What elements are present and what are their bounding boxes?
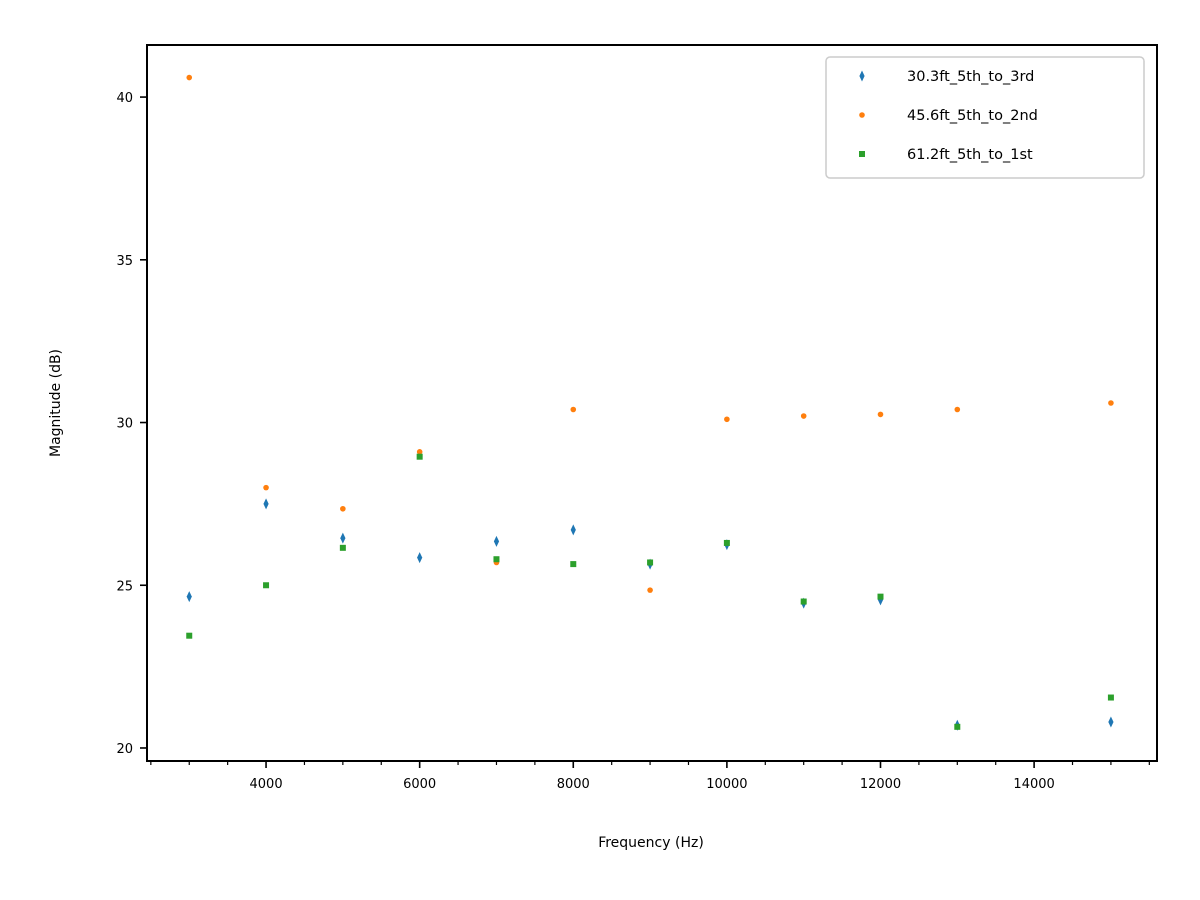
data-point xyxy=(1107,694,1114,701)
x-tick-label: 4000 xyxy=(250,777,283,792)
data-point xyxy=(263,498,269,510)
y-tick-label: 20 xyxy=(116,742,133,757)
data-point xyxy=(340,532,346,544)
data-point xyxy=(186,591,192,603)
legend-label: 61.2ft_5th_to_1st xyxy=(907,147,1033,163)
data-point xyxy=(647,587,653,593)
x-tick-label: 10000 xyxy=(706,777,747,792)
legend: 30.3ft_5th_to_3rd 45.6ft_5th_to_2nd 61.2ft… xyxy=(825,56,1145,179)
data-point xyxy=(416,453,423,460)
legend-box xyxy=(825,56,1145,179)
legend-label: 45.6ft_5th_to_2nd xyxy=(907,108,1038,124)
data-point xyxy=(263,582,270,589)
data-point xyxy=(570,561,577,568)
data-point xyxy=(1108,400,1114,406)
x-tick-label: 14000 xyxy=(1013,777,1054,792)
y-tick-label: 25 xyxy=(116,579,133,594)
data-point xyxy=(724,416,730,423)
data-point xyxy=(954,406,961,413)
y-tick-label: 30 xyxy=(116,417,133,432)
data-point xyxy=(416,449,423,455)
x-tick-label: 12000 xyxy=(860,777,901,792)
data-point xyxy=(493,556,500,563)
data-point xyxy=(570,406,577,413)
data-point xyxy=(647,559,654,566)
data-point xyxy=(1108,716,1114,728)
data-point xyxy=(340,505,346,512)
legend-marker xyxy=(859,112,865,118)
x-axis-label: Frequency (Hz) xyxy=(598,835,704,851)
data-point xyxy=(570,524,576,536)
x-tick-label: 6000 xyxy=(403,777,436,792)
legend-marker xyxy=(859,151,865,157)
y-tick-label: 40 xyxy=(116,91,133,106)
data-point xyxy=(493,535,500,547)
data-point xyxy=(800,598,807,605)
data-point xyxy=(800,413,807,419)
legend-marker xyxy=(859,70,865,82)
legend-label: 30.3ft_5th_to_3rd xyxy=(907,69,1034,85)
data-point xyxy=(877,593,884,600)
data-point xyxy=(339,544,346,551)
y-axis-label: Magnitude (dB) xyxy=(48,349,64,457)
x-axis: 4000 6000 8000 10000 12000 14000 xyxy=(150,761,1150,792)
x-tick-label: 8000 xyxy=(557,777,590,792)
data-point xyxy=(954,723,961,730)
data-point xyxy=(417,552,423,564)
plot-frame xyxy=(146,44,1158,762)
data-point xyxy=(877,411,884,418)
y-tick-label: 35 xyxy=(116,254,133,269)
plot-marks xyxy=(186,74,1114,731)
data-point xyxy=(186,74,193,81)
data-point xyxy=(186,632,193,639)
y-axis: 20 25 30 35 40 xyxy=(116,91,147,757)
data-point xyxy=(723,539,730,546)
data-point xyxy=(263,484,269,491)
